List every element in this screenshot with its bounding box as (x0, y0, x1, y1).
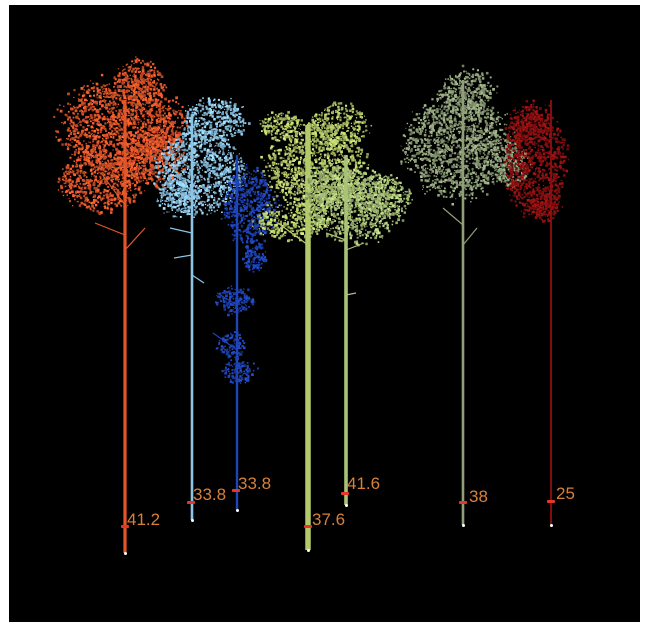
tree-light-blue-base-point (191, 519, 194, 522)
tree-light-blue-branch (173, 254, 193, 259)
tree-orange-trunk (123, 100, 127, 553)
tree-dark-blue-dbh-marker (232, 489, 240, 492)
tree-sage (400, 64, 532, 525)
tree-dark-blue (212, 155, 281, 510)
tree-dark-red-trunk (550, 100, 552, 525)
tree-dark-blue-branch (216, 292, 238, 306)
tree-dark-red-dbh-marker (547, 500, 555, 503)
tree-sage-branch (442, 207, 464, 226)
tree-dark-red-branch (538, 212, 552, 216)
tree-orange-dbh-marker (121, 525, 129, 528)
dbh-label-dark-blue: 33.8 (238, 474, 272, 493)
tree-light-blue-crown (153, 97, 251, 218)
tree-lime-back-base-point (345, 504, 348, 507)
tree-orange-branch (124, 227, 146, 251)
tree-orange (53, 56, 192, 553)
dbh-label-dark-red: 25 (556, 484, 575, 503)
tree-orange-crown (53, 56, 192, 216)
point-cloud-viewport: 41.2 33.8 33.8 37.6 41.6 38 25 (9, 5, 640, 622)
tree-light-blue (153, 97, 251, 520)
tree-dark-blue-branch (212, 332, 238, 351)
dbh-label-sage: 38 (469, 487, 488, 506)
tree-dark-red-base-point (550, 524, 553, 527)
tree-dark-blue-crown (215, 163, 281, 384)
tree-sage-dbh-marker (459, 501, 467, 504)
tree-lime-front-branch (277, 222, 309, 246)
tree-dark-blue-trunk (235, 155, 239, 510)
tree-lime-front-base-point (307, 549, 310, 552)
tree-light-blue-trunk (190, 115, 194, 520)
tree-sage-trunk (461, 80, 465, 525)
tree-orange-branch (94, 222, 126, 236)
dbh-label-lime-front: 37.6 (312, 510, 346, 529)
dbh-label-lime-back: 41.6 (347, 474, 381, 493)
tree-lime-front-dbh-marker (304, 525, 312, 528)
tree-point-cloud-scene (53, 56, 570, 553)
tree-orange-branch (100, 172, 126, 206)
tree-lime-back (300, 155, 414, 505)
tree-lime-back-dbh-marker (341, 492, 349, 495)
dbh-label-light-blue: 33.8 (193, 485, 227, 504)
tree-dark-red (498, 99, 570, 525)
tree-light-blue-branch (169, 227, 193, 234)
tree-light-blue-branch (191, 274, 205, 284)
tree-light-blue-dbh-marker (187, 501, 195, 504)
tree-sage-branch (462, 227, 478, 246)
tree-lime-back-branch (345, 242, 365, 251)
dbh-label-orange: 41.2 (127, 510, 161, 529)
tree-sage-base-point (462, 524, 465, 527)
tree-dark-blue-base-point (236, 509, 239, 512)
tree-orange-base-point (124, 552, 127, 555)
tree-lime-back-crown (300, 163, 414, 247)
tree-lime-back-trunk (344, 155, 348, 505)
tree-dark-red-crown (498, 99, 570, 223)
tree-lime-back-branch (325, 232, 347, 241)
tree-lime-front-trunk (305, 125, 311, 550)
